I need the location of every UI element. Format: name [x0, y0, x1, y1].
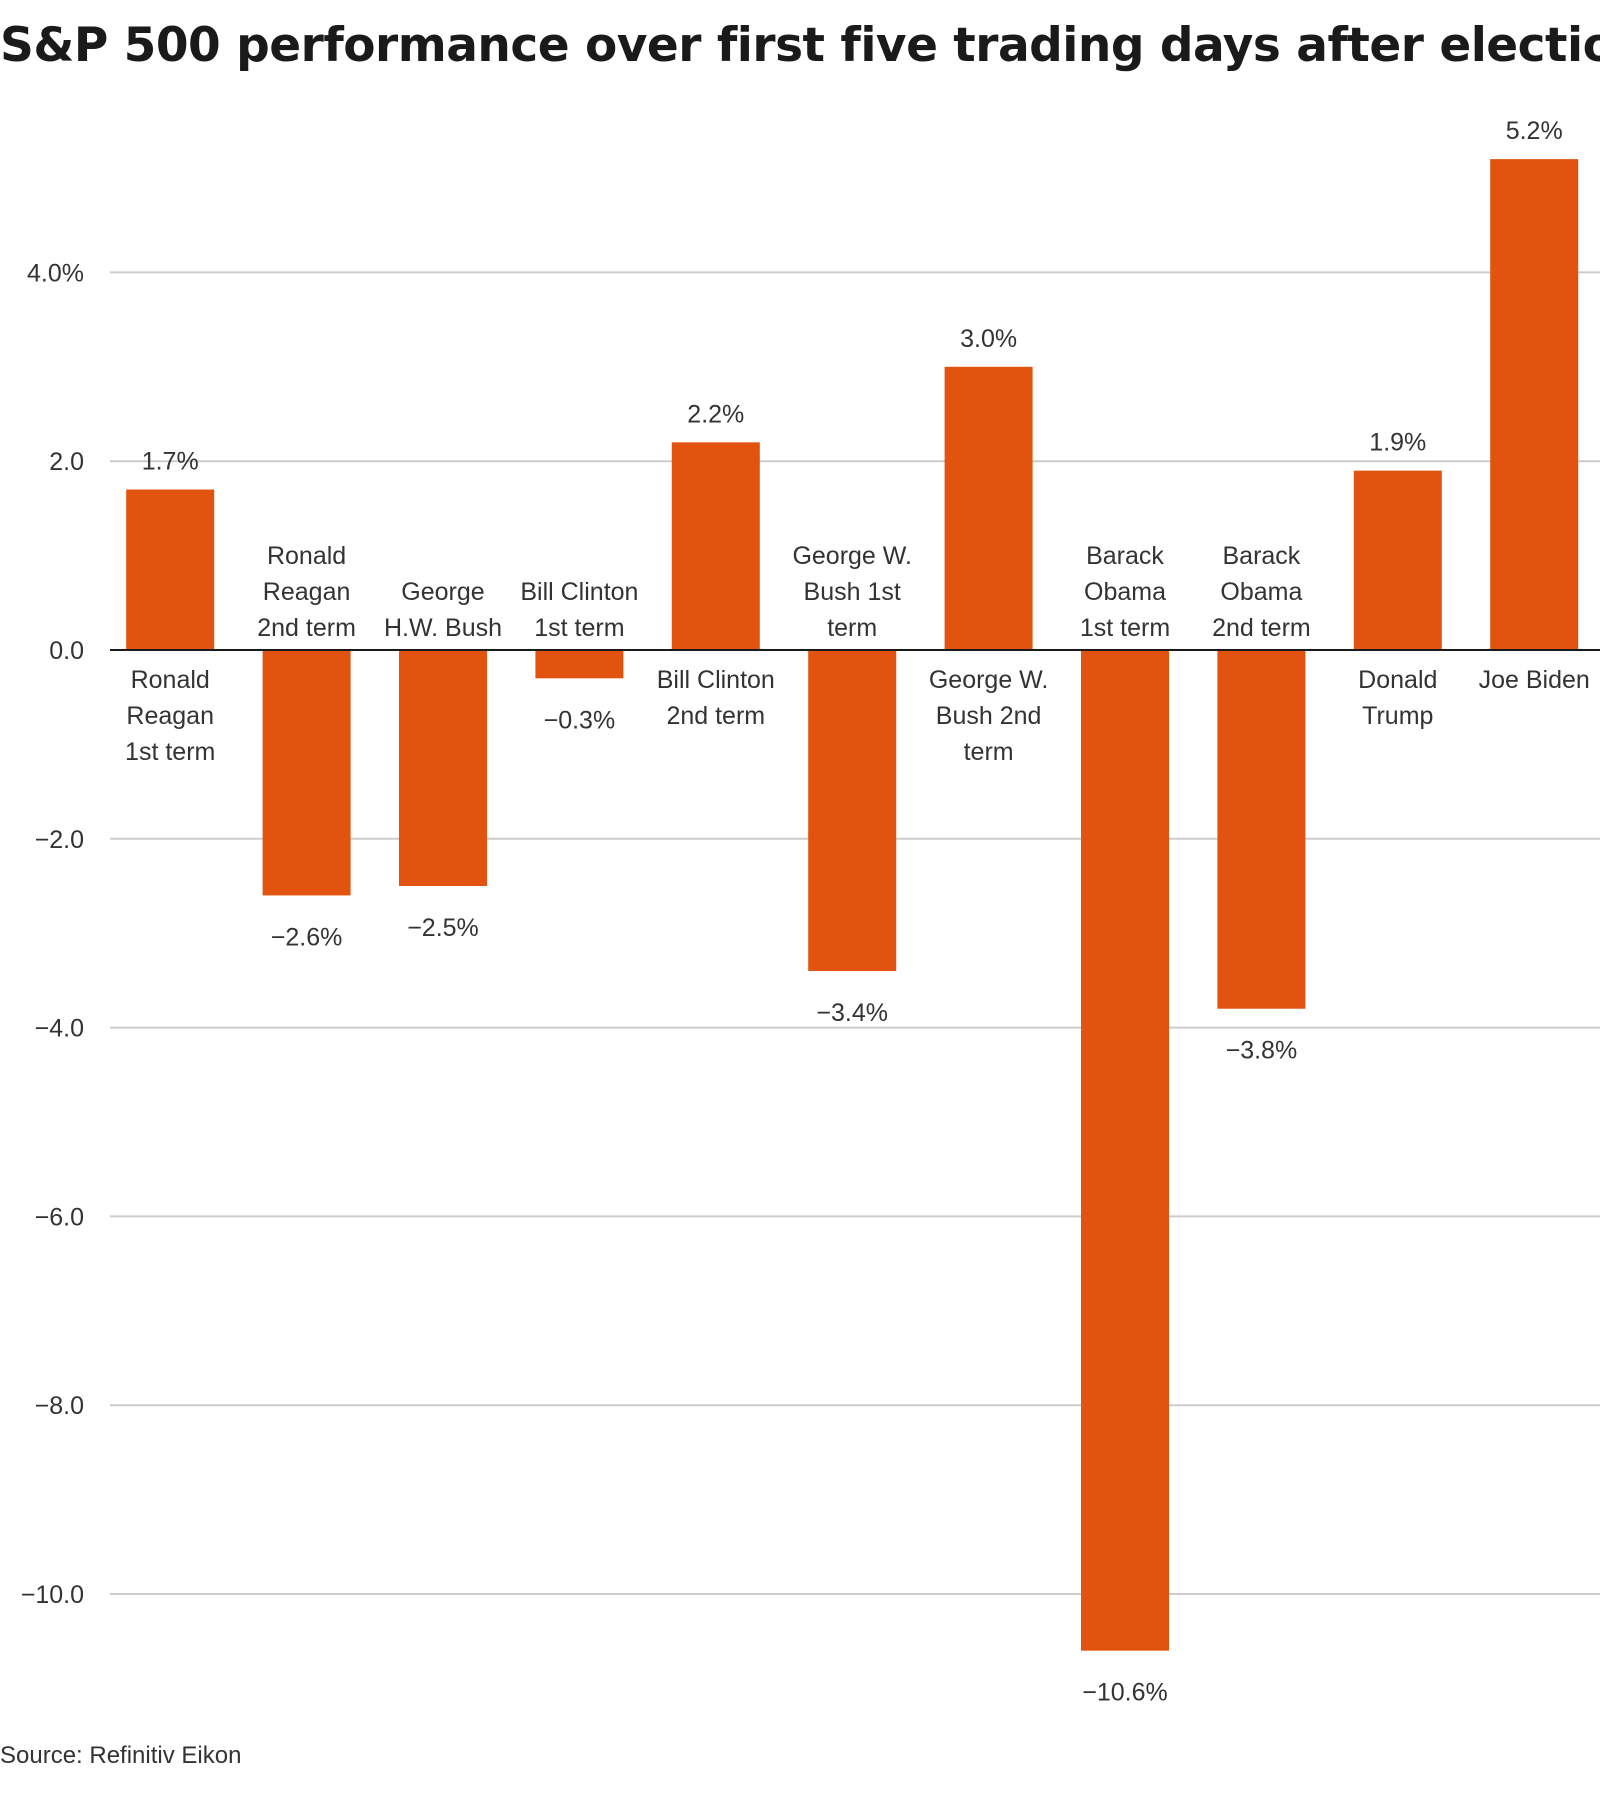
bar [808, 650, 897, 971]
category-label: Bill Clinton 1st term [520, 578, 638, 642]
category-label-line: Barack [1086, 542, 1164, 570]
y-tick-label: −8.0 [35, 1392, 84, 1420]
data-label: −0.3% [544, 706, 616, 734]
bar [1081, 650, 1169, 1651]
bar [535, 650, 624, 679]
category-label-line: George W. [792, 542, 912, 570]
y-tick-label: −10.0 [21, 1581, 84, 1609]
bar [262, 650, 351, 896]
category-label-line: Ronald [131, 666, 210, 694]
y-tick-label: 2.0 [49, 448, 84, 476]
data-label: 5.2% [1506, 117, 1563, 145]
category-label: George W. Bush 2nd term [929, 666, 1049, 766]
data-label: −2.6% [271, 923, 343, 951]
chart-title: S&P 500 performance over first five trad… [0, 18, 1600, 73]
category-label-line: 1st term [534, 614, 624, 642]
category-label: Joe Biden [1479, 666, 1590, 694]
category-label-line: Joe Biden [1479, 666, 1590, 694]
category-label-line: Trump [1362, 702, 1433, 730]
category-label: Ronald Reagan 1st term [125, 666, 215, 766]
data-label: 2.2% [687, 400, 744, 428]
category-label-line: Bill Clinton [520, 578, 638, 606]
category-label-line: George [401, 578, 484, 606]
category-label: Bill Clinton 2nd term [657, 666, 775, 730]
bar [1353, 470, 1442, 650]
category-label-line: term [964, 738, 1014, 766]
y-tick-label: 0.0 [49, 637, 84, 665]
data-label: −3.8% [1226, 1037, 1298, 1065]
y-tick-label: −6.0 [35, 1203, 84, 1231]
bar [126, 489, 215, 650]
category-label: Barack Obama 2nd term [1212, 542, 1311, 642]
bar [944, 366, 1033, 650]
category-label-line: Obama [1084, 578, 1166, 606]
data-label: 3.0% [960, 325, 1017, 353]
category-label-line: H.W. Bush [384, 614, 502, 642]
category-label-line: Bush 2nd [936, 702, 1042, 730]
bars [126, 159, 1579, 1651]
category-label: Ronald Reagan 2nd term [257, 542, 356, 642]
y-tick-label: 4.0% [27, 259, 84, 287]
category-label: George H.W. Bush [384, 578, 502, 642]
data-label: 1.7% [142, 448, 199, 476]
bar [1217, 650, 1306, 1009]
category-label: Barack Obama 1st term [1080, 542, 1170, 642]
category-label: Donald Trump [1358, 666, 1437, 730]
source-note: Source: Refinitiv Eikon [0, 1742, 242, 1769]
category-label-line: term [827, 614, 877, 642]
data-label: 1.9% [1369, 429, 1426, 457]
category-label-line: Obama [1220, 578, 1302, 606]
category-label-line: Reagan [263, 578, 351, 606]
category-label: George W. Bush 1st term [792, 542, 912, 642]
category-label-line: Ronald [267, 542, 346, 570]
bar [1490, 159, 1579, 650]
labels: 4.0% 2.0 0.0 −2.0 −4.0 −6.0 −8.0 −10.0 1.7% Ronal… [21, 117, 1590, 1707]
y-tick-label: −2.0 [35, 826, 84, 854]
category-label-line: 2nd term [257, 614, 356, 642]
category-label-line: Reagan [126, 702, 214, 730]
y-tick-label: −4.0 [35, 1015, 84, 1043]
category-label-line: 2nd term [1212, 614, 1311, 642]
category-label-line: Barack [1222, 542, 1300, 570]
data-label: −2.5% [407, 914, 479, 942]
data-label: −10.6% [1082, 1679, 1168, 1707]
category-label-line: Bush 1st [804, 578, 901, 606]
bar [671, 442, 760, 650]
category-label-line: Donald [1358, 666, 1437, 694]
data-label: −3.4% [816, 999, 888, 1027]
bar [399, 650, 487, 886]
category-label-line: 1st term [1080, 614, 1170, 642]
category-label-line: George W. [929, 666, 1049, 694]
category-label-line: 1st term [125, 738, 215, 766]
category-label-line: 2nd term [666, 702, 765, 730]
category-label-line: Bill Clinton [657, 666, 775, 694]
